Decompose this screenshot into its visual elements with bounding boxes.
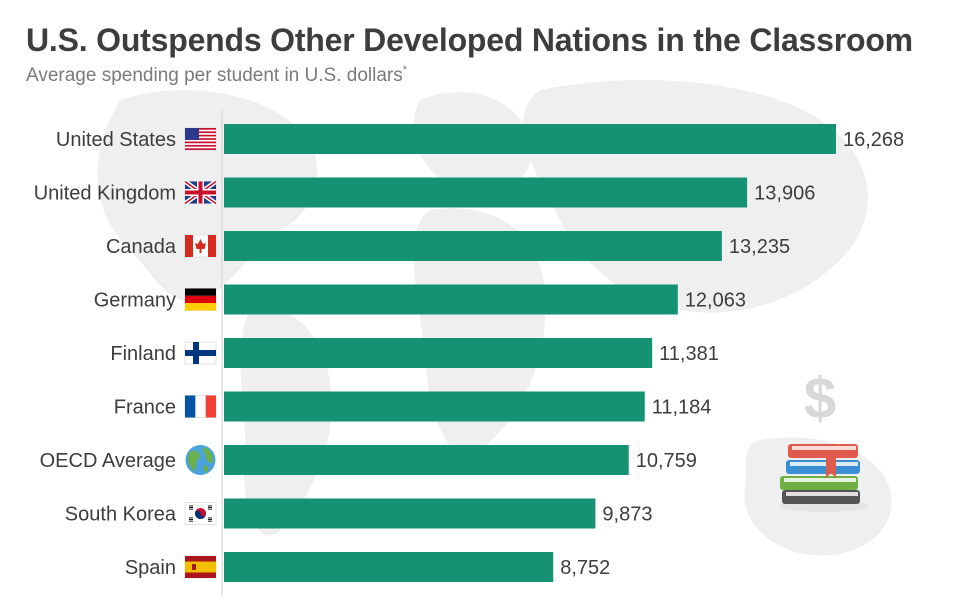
books-dollar-icon: $ xyxy=(780,366,868,512)
category-label: Germany xyxy=(94,290,176,312)
bar-row: OECD Average 10,759 xyxy=(40,445,697,475)
bar-row: Spain 8,752 xyxy=(125,552,610,582)
bar xyxy=(224,391,645,422)
germany-flag-icon xyxy=(184,288,217,311)
south-korea-flag-icon xyxy=(184,502,217,525)
value-label: 10,759 xyxy=(636,450,697,472)
bar-row: South Korea 9,873 xyxy=(65,498,652,529)
bar xyxy=(224,177,748,208)
value-label: 11,381 xyxy=(659,343,719,365)
bar-row: United Kingdom 13,906 xyxy=(34,177,815,208)
category-label: OECD Average xyxy=(40,450,176,472)
bar-row: United States 16,268 xyxy=(56,124,904,154)
value-label: 8,752 xyxy=(560,557,610,579)
bar xyxy=(224,231,722,261)
category-label: Canada xyxy=(106,236,177,258)
category-label: France xyxy=(114,397,176,419)
bar-row: Germany 12,063 xyxy=(94,284,746,315)
uk-flag-icon xyxy=(183,179,218,206)
category-label: South Korea xyxy=(65,504,177,526)
bar xyxy=(224,498,596,529)
category-label: United Kingdom xyxy=(34,183,176,205)
footnote-mark: * xyxy=(402,64,407,76)
spain-flag-icon xyxy=(184,555,217,579)
bar xyxy=(224,124,836,154)
finland-flag-icon xyxy=(184,341,217,365)
bar xyxy=(224,445,629,475)
category-label: Finland xyxy=(110,343,176,365)
value-label: 16,268 xyxy=(843,129,904,151)
bar-row: France 11,184 xyxy=(114,391,712,422)
us-flag-icon xyxy=(184,127,217,151)
bar xyxy=(224,284,678,315)
chart-subtitle: Average spending per student in U.S. dol… xyxy=(26,64,407,87)
value-label: 13,906 xyxy=(754,183,815,205)
chart-title: U.S. Outspends Other Developed Nations i… xyxy=(26,22,913,58)
subtitle-text: Average spending per student in U.S. dol… xyxy=(26,65,403,86)
svg-text:$: $ xyxy=(804,366,836,431)
value-label: 13,235 xyxy=(729,236,790,258)
canada-flag-icon xyxy=(184,234,217,258)
bar xyxy=(224,338,653,368)
globe-icon xyxy=(185,445,216,475)
value-label: 12,063 xyxy=(685,290,746,312)
france-flag-icon xyxy=(184,395,217,418)
bar xyxy=(224,552,554,582)
value-label: 11,184 xyxy=(652,397,712,419)
bar-row: Canada 13,235 xyxy=(106,231,790,261)
value-label: 9,873 xyxy=(602,504,652,526)
category-label: Spain xyxy=(125,557,176,579)
bar-row: Finland 11,381 xyxy=(110,338,719,368)
category-label: United States xyxy=(56,129,176,151)
